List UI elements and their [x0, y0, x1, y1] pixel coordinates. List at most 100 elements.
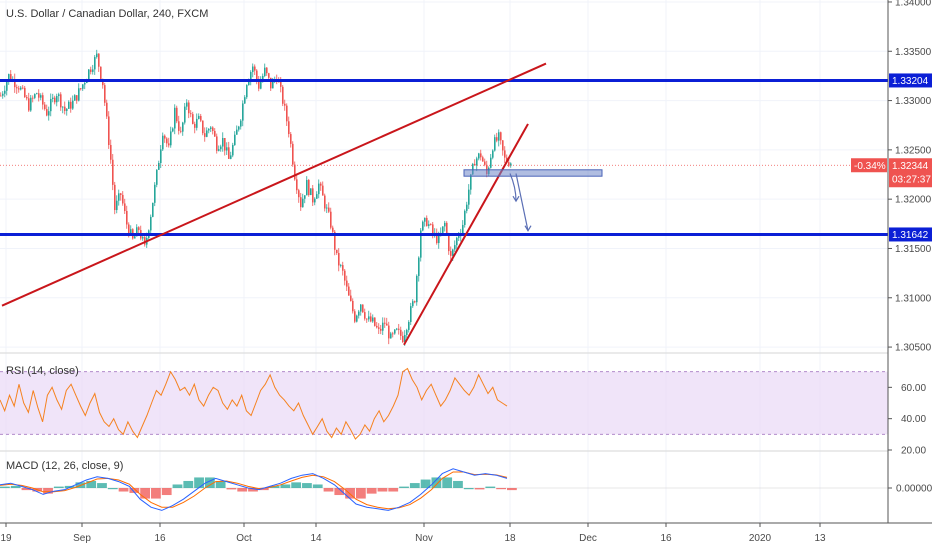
current-price-label: 1.32344	[892, 161, 929, 172]
candle-body	[436, 232, 438, 244]
candle-body	[296, 179, 298, 191]
candle-body	[26, 97, 28, 99]
y-tick-label: 1.32500	[895, 145, 932, 156]
candle-body	[66, 108, 68, 111]
candle-body	[202, 120, 204, 134]
y-tick-label: 1.32000	[895, 195, 932, 206]
candle-body	[234, 134, 236, 146]
candle-body	[288, 121, 290, 135]
candle-body	[504, 150, 506, 158]
candle-body	[342, 265, 344, 271]
candle-body	[32, 97, 34, 99]
candle-body	[16, 87, 18, 89]
candle-body	[58, 94, 60, 97]
candle-body	[466, 204, 468, 211]
candle-body	[210, 127, 212, 129]
macd-histogram-bar	[118, 488, 129, 492]
candle-body	[352, 300, 354, 312]
candle-body	[242, 103, 244, 121]
price-pane[interactable]	[0, 49, 888, 346]
trendline[interactable]	[1, 62, 547, 307]
x-tick-label: 18	[504, 533, 516, 544]
candle-body	[260, 81, 262, 89]
candle-body	[226, 147, 228, 151]
candle-body	[484, 161, 486, 165]
x-tick-label: Oct	[236, 533, 252, 544]
candle-body	[264, 67, 266, 76]
candle-body	[286, 105, 288, 122]
candle-body	[494, 137, 496, 151]
candle-body	[224, 137, 226, 151]
candle-body	[220, 146, 222, 150]
trendline[interactable]	[403, 123, 529, 346]
candle-body	[348, 286, 350, 296]
candle-body	[304, 195, 306, 199]
candle-body	[222, 137, 224, 147]
macd-histogram-bar	[280, 484, 291, 488]
macd-histogram-bar	[86, 480, 97, 488]
projection-arrow[interactable]	[509, 173, 517, 202]
candle-body	[168, 143, 170, 146]
candle-body	[340, 265, 342, 266]
candle-body	[308, 180, 310, 196]
candle-body	[114, 184, 116, 211]
signal-line	[0, 471, 508, 510]
candle-body	[290, 134, 292, 144]
candle-body	[68, 101, 70, 109]
supply-zone-rectangle[interactable]	[463, 169, 603, 177]
candle-body	[214, 130, 216, 137]
candle-body	[374, 317, 376, 326]
candle-body	[492, 150, 494, 158]
candle-body	[458, 236, 460, 238]
macd-histogram-bar	[420, 479, 431, 488]
candle-body	[410, 306, 412, 322]
candle-body	[404, 334, 406, 342]
candle-body	[328, 207, 330, 212]
candle-body	[248, 80, 250, 86]
macd-histogram-bar	[0, 486, 10, 488]
candle-body	[52, 97, 54, 99]
candle-body	[182, 122, 184, 132]
candle-body	[244, 97, 246, 104]
candle-body	[124, 203, 126, 211]
candle-body	[444, 222, 446, 227]
candle-body	[172, 128, 174, 132]
candle-body	[254, 66, 256, 71]
candle-body	[64, 106, 66, 111]
macd-histogram-bar	[226, 488, 237, 490]
candle-body	[142, 237, 144, 239]
candle-body	[108, 116, 110, 145]
candle-body	[36, 93, 38, 95]
candle-body	[94, 57, 96, 70]
macd-histogram-bar	[97, 483, 107, 488]
candle-body	[318, 183, 320, 195]
candle-body	[446, 222, 448, 235]
candle-body	[174, 107, 176, 129]
candle-body	[354, 311, 356, 322]
candle-body	[106, 102, 108, 117]
candle-body	[362, 304, 364, 313]
y-tick-label: 1.34000	[895, 0, 932, 8]
rsi-pane[interactable]	[0, 367, 888, 440]
macd-pane[interactable]	[0, 468, 888, 511]
candle-body	[350, 295, 352, 301]
change-badge	[851, 158, 887, 173]
candle-body	[24, 87, 26, 98]
level-price-label: 1.33204	[892, 76, 929, 87]
x-tick-label: 13	[814, 533, 826, 544]
macd-histogram-bar	[409, 483, 420, 488]
candle-body	[360, 304, 362, 312]
projection-arrow[interactable]	[515, 173, 529, 231]
macd-histogram-bar	[140, 488, 151, 499]
y-tick-label: 1.31000	[895, 293, 932, 304]
macd-histogram-bar	[323, 488, 334, 492]
candle-body	[462, 224, 464, 234]
candle-body	[320, 183, 322, 186]
y-tick-label: 1.31500	[895, 244, 932, 255]
macd-histogram-bar	[258, 488, 269, 491]
candle-body	[300, 197, 302, 208]
level-price-tag	[889, 73, 932, 88]
candle-body	[480, 153, 482, 158]
